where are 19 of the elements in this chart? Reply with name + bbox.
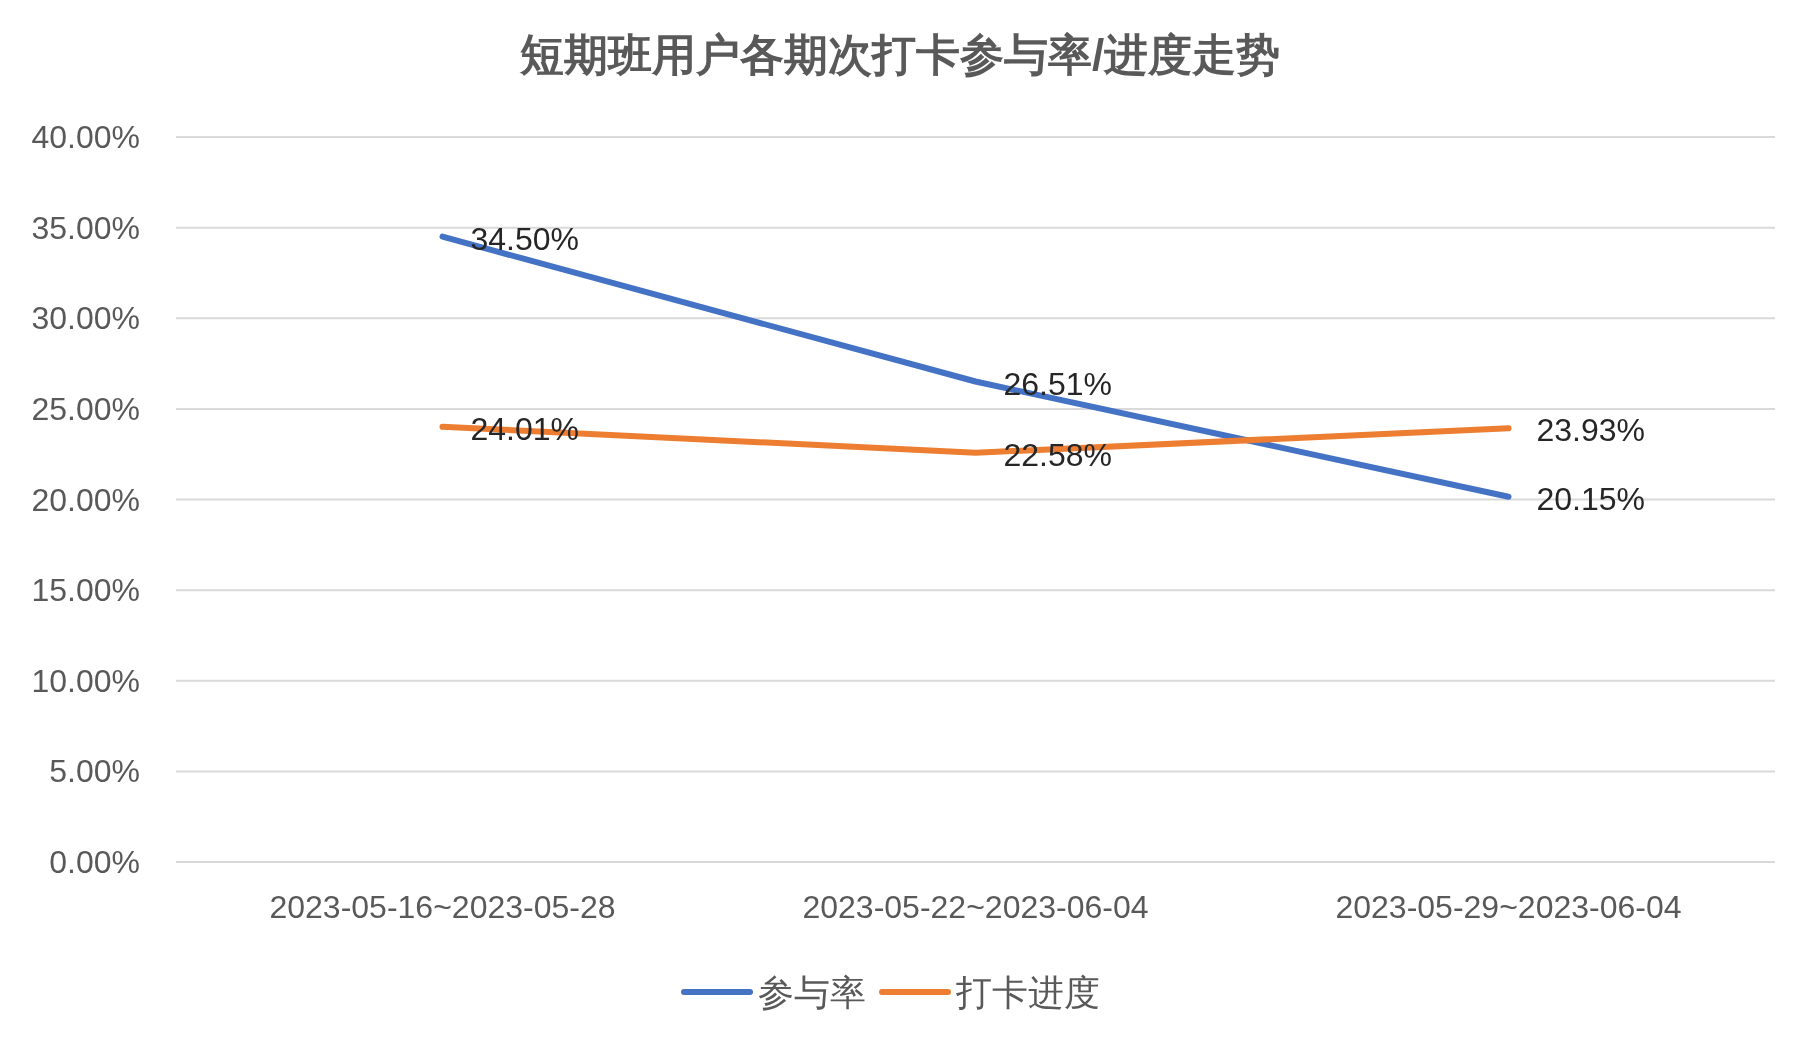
legend-label: 打卡进度: [955, 971, 1100, 1013]
y-tick-label: 15.00%: [31, 572, 140, 609]
y-tick-label: 10.00%: [31, 662, 140, 699]
data-label: 20.15%: [1536, 480, 1646, 517]
data-label: 23.93%: [1536, 412, 1646, 449]
y-tick-label: 5.00%: [49, 753, 140, 790]
y-tick-label: 20.00%: [31, 481, 140, 518]
legend-label: 参与率: [758, 971, 866, 1013]
y-tick-label: 40.00%: [31, 119, 140, 155]
x-tick-label: 2023-05-29~2023-06-04: [1335, 889, 1682, 925]
chart-title: 短期班用户各期次打卡参与率/进度走势: [518, 30, 1281, 79]
y-tick-label: 35.00%: [31, 209, 140, 246]
x-tick-label: 2023-05-16~2023-05-28: [269, 889, 616, 925]
y-tick-label: 25.00%: [31, 390, 140, 427]
y-tick-label: 30.00%: [31, 300, 140, 337]
x-tick-label: 2023-05-22~2023-06-04: [802, 889, 1149, 925]
data-label: 34.50%: [470, 220, 580, 257]
data-label: 26.51%: [1003, 365, 1113, 402]
y-tick-label: 0.00%: [49, 844, 140, 880]
